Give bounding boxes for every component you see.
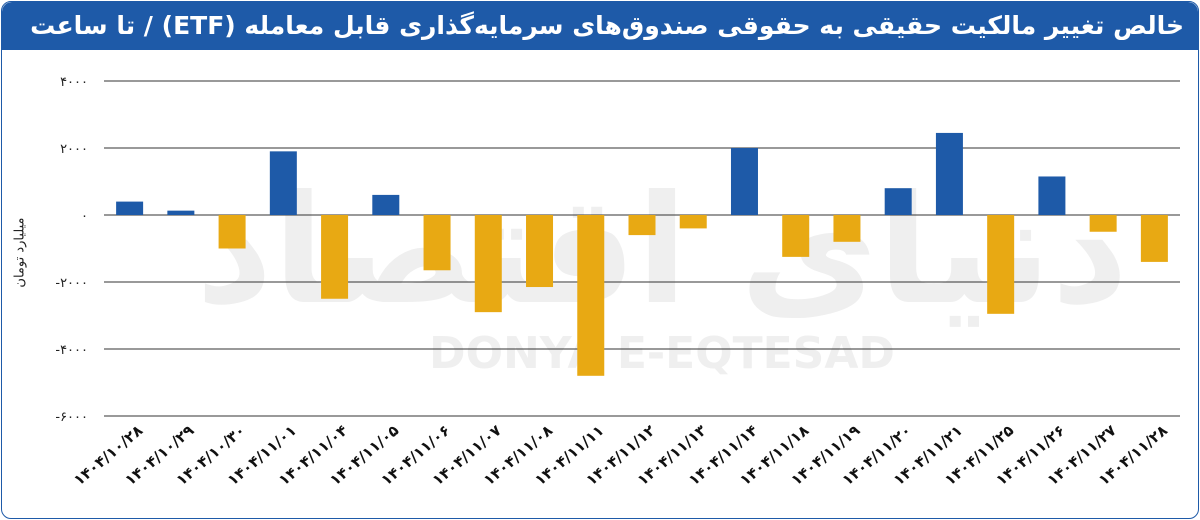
- bar: [577, 215, 605, 376]
- bar: [679, 215, 707, 229]
- y-tick-label: -۶۰۰۰: [55, 410, 88, 425]
- bar: [1089, 215, 1117, 232]
- bar: [1038, 176, 1066, 215]
- bar: [116, 201, 144, 215]
- y-tick-label: ۰: [81, 209, 88, 224]
- y-tick-labels: ۴۰۰۰ ۲۰۰۰ ۰ -۲۰۰۰ -۴۰۰۰ -۶۰۰۰: [55, 75, 88, 425]
- bar: [526, 215, 554, 288]
- bar: [730, 148, 758, 215]
- chart-header: خالص تغییر مالکیت حقیقی به حقوقی صندوق‌ه…: [2, 2, 1198, 50]
- bar: [218, 215, 246, 249]
- bar: [423, 215, 451, 271]
- bar: [167, 210, 195, 215]
- y-tick-label: ۴۰۰۰: [60, 75, 88, 90]
- bars: [116, 132, 1168, 376]
- bar: [628, 215, 656, 236]
- bar: [1140, 215, 1168, 262]
- y-tick-label: ۲۰۰۰: [60, 142, 88, 157]
- watermark-arabic: دنیای اقتصاد: [196, 164, 1129, 338]
- bar: [321, 215, 349, 299]
- chart-title: خالص تغییر مالکیت حقیقی به حقوقی صندوق‌ه…: [16, 11, 1184, 40]
- bar: [987, 215, 1015, 314]
- bar: [833, 215, 861, 242]
- bar: [474, 215, 502, 313]
- y-tick-label: -۲۰۰۰: [55, 276, 88, 291]
- y-tick-label: -۴۰۰۰: [55, 343, 88, 358]
- watermark-latin: DONYA E-EQTESAD: [429, 328, 895, 379]
- x-tick-labels: ۱۴۰۴/۱۰/۲۸۱۴۰۴/۱۰/۲۹۱۴۰۴/۱۰/۳۰۱۴۰۴/۱۱/۰۱…: [70, 421, 1171, 489]
- bar: [782, 215, 810, 257]
- bar: [372, 194, 400, 215]
- bar: [884, 188, 912, 215]
- bar: [935, 132, 963, 215]
- bar: [269, 151, 297, 215]
